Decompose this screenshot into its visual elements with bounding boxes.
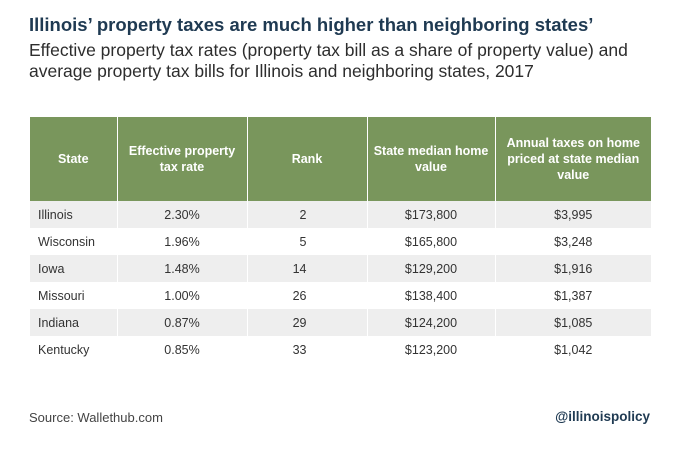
cell-median-home-value: $173,800 — [367, 201, 496, 228]
table-row: Illinois 2.30% 2 $173,800 $3,995 — [30, 201, 651, 228]
social-handle: @illinoispolicy — [555, 409, 650, 424]
column-header-tax-rate: Effective property tax rate — [117, 117, 248, 201]
cell-rank: 33 — [247, 336, 368, 363]
cell-median-home-value: $165,800 — [367, 228, 496, 255]
table-row: Kentucky 0.85% 33 $123,200 $1,042 — [30, 336, 651, 363]
cell-annual-taxes: $1,042 — [495, 336, 651, 363]
cell-median-home-value: $123,200 — [367, 336, 496, 363]
cell-state: Kentucky — [30, 336, 118, 363]
cell-annual-taxes: $1,085 — [495, 309, 651, 336]
cell-state: Indiana — [30, 309, 118, 336]
table-body: Illinois 2.30% 2 $173,800 $3,995 Wisconsin 1.9… — [30, 201, 651, 363]
cell-tax-rate: 1.00% — [117, 282, 248, 309]
cell-median-home-value: $138,400 — [367, 282, 496, 309]
cell-annual-taxes: $1,387 — [495, 282, 651, 309]
column-header-median-home-value: State median home value — [367, 117, 496, 201]
cell-annual-taxes: $3,248 — [495, 228, 651, 255]
cell-rank: 2 — [247, 201, 368, 228]
source-note: Source: Wallethub.com — [29, 410, 163, 425]
chart-subtitle: Effective property tax rates (property t… — [29, 40, 628, 81]
cell-annual-taxes: $1,916 — [495, 255, 651, 282]
cell-state: Missouri — [30, 282, 118, 309]
property-tax-table: State Effective property tax rate Rank S… — [30, 117, 651, 363]
column-header-annual-taxes: Annual taxes on home priced at state med… — [495, 117, 651, 201]
cell-annual-taxes: $3,995 — [495, 201, 651, 228]
column-header-rank: Rank — [247, 117, 368, 201]
cell-tax-rate: 1.48% — [117, 255, 248, 282]
chart-title: Illinois’ property taxes are much higher… — [29, 14, 594, 35]
table-row: Wisconsin 1.96% 5 $165,800 $3,248 — [30, 228, 651, 255]
cell-rank: 14 — [247, 255, 368, 282]
cell-rank: 29 — [247, 309, 368, 336]
cell-tax-rate: 0.87% — [117, 309, 248, 336]
cell-rank: 26 — [247, 282, 368, 309]
cell-tax-rate: 0.85% — [117, 336, 248, 363]
cell-tax-rate: 1.96% — [117, 228, 248, 255]
cell-tax-rate: 2.30% — [117, 201, 248, 228]
cell-median-home-value: $124,200 — [367, 309, 496, 336]
cell-state: Illinois — [30, 201, 118, 228]
cell-rank: 5 — [247, 228, 368, 255]
column-header-state: State — [30, 117, 118, 201]
cell-median-home-value: $129,200 — [367, 255, 496, 282]
table-row: Missouri 1.00% 26 $138,400 $1,387 — [30, 282, 651, 309]
cell-state: Wisconsin — [30, 228, 118, 255]
table-row: Indiana 0.87% 29 $124,200 $1,085 — [30, 309, 651, 336]
table-row: Iowa 1.48% 14 $129,200 $1,916 — [30, 255, 651, 282]
cell-state: Iowa — [30, 255, 118, 282]
table-header-row: State Effective property tax rate Rank S… — [30, 117, 651, 201]
